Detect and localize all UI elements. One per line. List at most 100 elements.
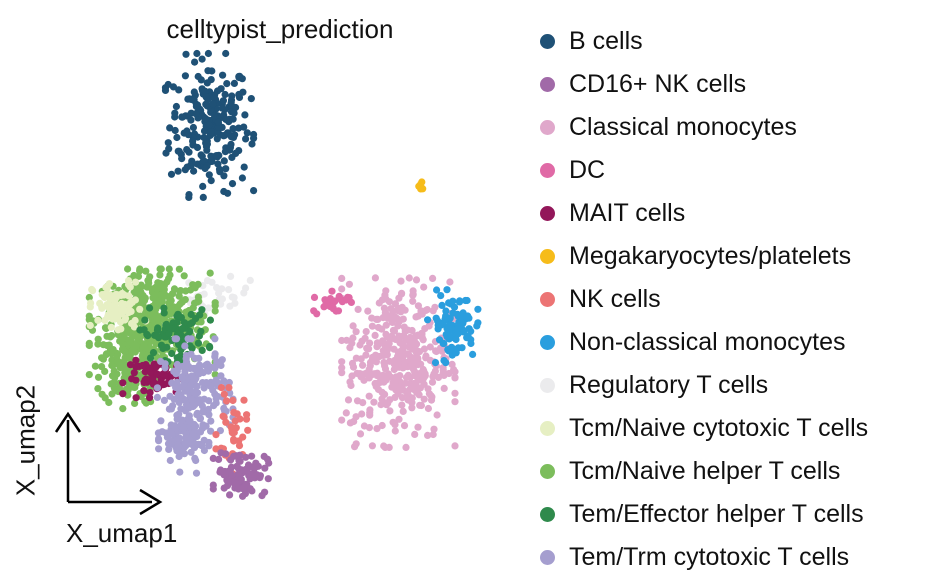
scatter-point [193,143,202,152]
scatter-point [206,316,214,324]
scatter-point [195,332,203,340]
scatter-point [433,286,441,294]
scatter-point [365,392,373,400]
scatter-point [424,404,432,413]
scatter-point [183,163,191,171]
scatter-point [372,351,380,359]
scatter-point [414,331,422,339]
scatter-point [397,290,406,298]
scatter-point [109,346,117,354]
scatter-point [220,172,228,180]
scatter-point [364,307,372,315]
scatter-point [445,335,453,343]
scatter-point [196,396,204,404]
scatter-point [101,324,110,332]
scatter-point [227,140,235,148]
scatter-point [228,180,237,188]
scatter-point [412,380,420,388]
scatter-point [175,391,183,399]
scatter-point [371,331,379,339]
scatter-point [222,397,231,405]
scatter-point [226,389,234,397]
scatter-point [381,443,389,451]
scatter-point [443,286,451,294]
scatter-point [207,152,215,160]
scatter-point [446,314,454,322]
scatter-point [422,354,430,362]
scatter-point [431,359,440,367]
scatter-point [204,49,212,58]
scatter-point [217,85,225,93]
scatter-point [157,265,165,273]
scatter-point [240,123,248,131]
legend-swatch [540,292,555,307]
scatter-point [445,347,453,355]
scatter-point [239,433,247,441]
scatter-point [414,354,422,362]
scatter-point [229,115,237,123]
scatter-point [132,363,140,371]
scatter-point [184,335,192,343]
scatter-point [220,390,228,398]
scatter-point [167,170,176,178]
scatter-point [222,49,230,58]
scatter-point [347,381,355,390]
scatter-point [366,362,374,370]
scatter-point [192,110,200,118]
scatter-point [189,137,197,145]
scatter-point [412,346,420,354]
scatter-point [429,274,437,282]
scatter-point [469,350,477,358]
legend-swatch [540,378,555,393]
scatter-point [142,267,150,275]
scatter-point [119,390,127,398]
scatter-point [391,378,399,387]
scatter-point [212,395,220,403]
scatter-point [168,430,176,438]
scatter-point [186,327,194,335]
scatter-point [408,354,416,362]
scatter-point [420,395,428,403]
scatter-point [223,80,231,88]
scatter-point [211,299,219,307]
scatter-point [187,310,195,319]
scatter-point [190,167,198,175]
scatter-point [358,410,366,418]
scatter-point [132,342,140,350]
scatter-point [399,341,407,349]
scatter-point [221,90,229,99]
scatter-point [155,435,163,443]
scatter-point [108,372,117,380]
scatter-point [170,285,179,293]
scatter-point [180,450,188,458]
scatter-point [362,369,370,377]
scatter-point [199,421,207,429]
scatter-point [178,155,186,163]
scatter-point [417,401,425,410]
scatter-point [362,328,370,336]
scatter-point [185,193,193,201]
legend-label: NK cells [569,285,661,313]
scatter-point [91,362,99,370]
scatter-point [219,71,227,79]
legend-item: Tcm/Naive helper T cells [540,450,868,493]
scatter-point [85,341,93,350]
scatter-point [178,374,187,382]
scatter-point [263,455,272,463]
scatter-point [346,344,354,352]
scatter-point [198,55,206,63]
scatter-point [202,93,210,101]
scatter-point [391,427,399,435]
scatter-point [381,365,390,373]
scatter-point [157,417,165,425]
scatter-point [180,272,188,280]
scatter-point [261,464,269,472]
scatter-point [139,361,147,370]
scatter-point [192,382,200,390]
scatter-point [310,293,319,301]
scatter-point [194,339,202,347]
scatter-point [190,88,198,96]
scatter-point [166,456,174,465]
scatter-point [236,466,245,474]
scatter-point [210,93,218,101]
